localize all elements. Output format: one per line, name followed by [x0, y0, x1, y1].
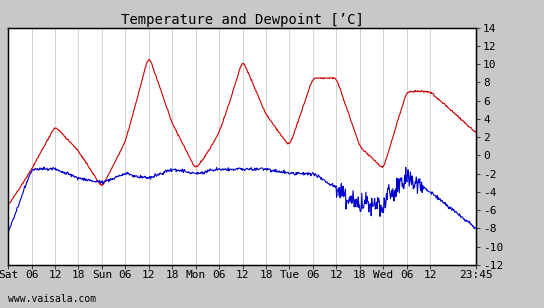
Text: www.vaisala.com: www.vaisala.com [8, 294, 96, 304]
Title: Temperature and Dewpoint [’C]: Temperature and Dewpoint [’C] [121, 13, 363, 26]
